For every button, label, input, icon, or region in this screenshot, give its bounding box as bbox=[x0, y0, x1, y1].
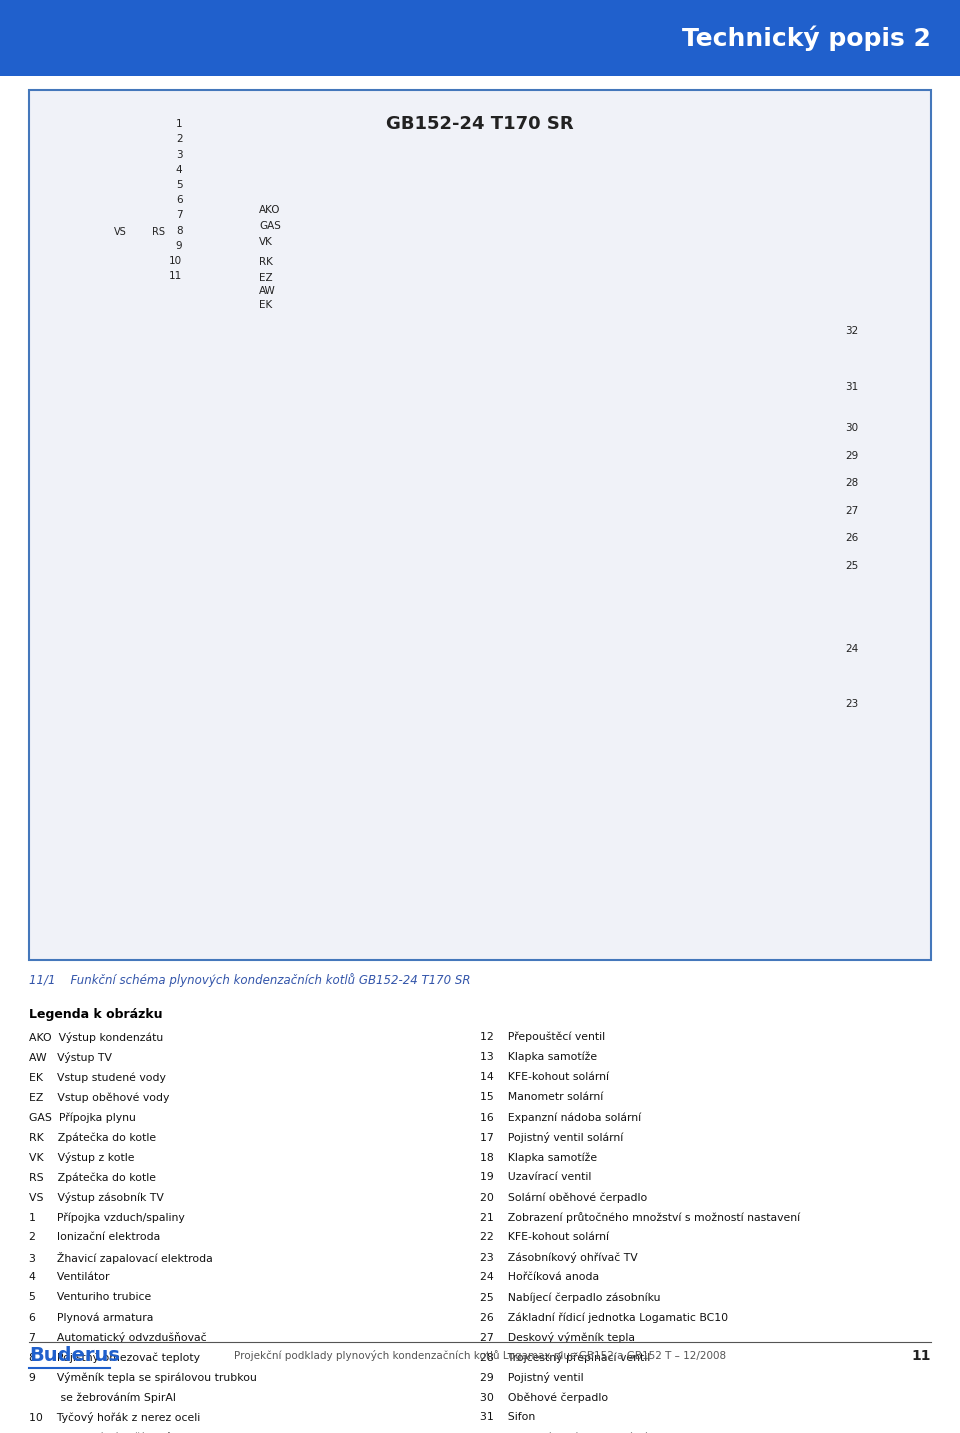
Text: EK    Vstup studené vody: EK Vstup studené vody bbox=[29, 1072, 166, 1082]
Text: VS    Výstup zásobník TV: VS Výstup zásobník TV bbox=[29, 1192, 163, 1204]
Text: VK: VK bbox=[259, 236, 273, 246]
Text: AKO  Výstup kondenzátu: AKO Výstup kondenzátu bbox=[29, 1032, 163, 1043]
Text: 4      Ventilátor: 4 Ventilátor bbox=[29, 1273, 109, 1283]
Text: 2: 2 bbox=[176, 135, 182, 145]
Text: 2      Ionizační elektroda: 2 Ionizační elektroda bbox=[29, 1232, 160, 1242]
FancyBboxPatch shape bbox=[29, 90, 931, 960]
Text: VS: VS bbox=[113, 226, 127, 236]
Text: 6      Plynová armatura: 6 Plynová armatura bbox=[29, 1313, 154, 1323]
Text: AKO: AKO bbox=[259, 205, 280, 215]
Text: 19    Uzavírací ventil: 19 Uzavírací ventil bbox=[480, 1172, 591, 1182]
Text: 29: 29 bbox=[845, 450, 858, 460]
Text: 25: 25 bbox=[845, 562, 858, 572]
Text: 26: 26 bbox=[845, 533, 858, 543]
Text: 10: 10 bbox=[169, 257, 182, 267]
Text: 9      Výměník tepla se spirálovou trubkou: 9 Výměník tepla se spirálovou trubkou bbox=[29, 1373, 256, 1383]
Text: 12    Přepouštěcí ventil: 12 Přepouštěcí ventil bbox=[480, 1032, 605, 1042]
Text: Projekční podklady plynových kondenzačních kotlů Logamax plus GB152 a GB152 T – : Projekční podklady plynových kondenzační… bbox=[234, 1350, 726, 1361]
Text: Technický popis 2: Technický popis 2 bbox=[683, 26, 931, 50]
Text: 28: 28 bbox=[845, 479, 858, 489]
Text: 7: 7 bbox=[176, 211, 182, 221]
Text: Buderus: Buderus bbox=[29, 1347, 120, 1366]
Text: 16    Expanzní nádoba solární: 16 Expanzní nádoba solární bbox=[480, 1112, 641, 1122]
Text: 27: 27 bbox=[845, 506, 858, 516]
Text: 26    Základní řídicí jednotka Logamatic BC10: 26 Základní řídicí jednotka Logamatic BC… bbox=[480, 1313, 728, 1323]
Text: 30: 30 bbox=[845, 423, 858, 433]
Text: GAS: GAS bbox=[259, 222, 281, 232]
Text: 8      Pojistný omezovač teploty: 8 Pojistný omezovač teploty bbox=[29, 1353, 200, 1363]
Text: 8: 8 bbox=[176, 225, 182, 235]
Text: RS: RS bbox=[152, 226, 165, 236]
Text: se žebrováním SpirAl: se žebrováním SpirAl bbox=[29, 1393, 176, 1403]
Text: 27    Deskový výměník tepla: 27 Deskový výměník tepla bbox=[480, 1333, 635, 1343]
Text: 23: 23 bbox=[845, 699, 858, 709]
Text: 31: 31 bbox=[845, 381, 858, 391]
Text: 1      Přípojka vzduch/spaliny: 1 Přípojka vzduch/spaliny bbox=[29, 1212, 184, 1222]
Text: RK    Zpátečka do kotle: RK Zpátečka do kotle bbox=[29, 1132, 156, 1142]
Text: 14    KFE-kohout solární: 14 KFE-kohout solární bbox=[480, 1072, 609, 1082]
Text: 1: 1 bbox=[176, 119, 182, 129]
Text: 18    Klapka samotíže: 18 Klapka samotíže bbox=[480, 1152, 597, 1162]
Text: RS    Zpátečka do kotle: RS Zpátečka do kotle bbox=[29, 1172, 156, 1182]
FancyBboxPatch shape bbox=[0, 0, 960, 76]
Text: AW: AW bbox=[259, 287, 276, 297]
Text: EK: EK bbox=[259, 299, 273, 310]
Text: 6: 6 bbox=[176, 195, 182, 205]
Text: Legenda k obrázku: Legenda k obrázku bbox=[29, 1007, 162, 1020]
Text: 20    Solární oběhové čerpadlo: 20 Solární oběhové čerpadlo bbox=[480, 1192, 647, 1202]
Text: 11: 11 bbox=[912, 1348, 931, 1363]
Text: 5: 5 bbox=[176, 181, 182, 191]
Text: GAS  Přípojka plynu: GAS Přípojka plynu bbox=[29, 1112, 135, 1122]
Text: VK    Výstup z kotle: VK Výstup z kotle bbox=[29, 1152, 134, 1164]
Text: 29    Pojistný ventil: 29 Pojistný ventil bbox=[480, 1373, 584, 1383]
Text: AW   Výstup TV: AW Výstup TV bbox=[29, 1052, 111, 1063]
Text: 21    Zobrazení průtočného množství s možností nastavení: 21 Zobrazení průtočného množství s možno… bbox=[480, 1212, 800, 1222]
Text: EZ    Vstup oběhové vody: EZ Vstup oběhové vody bbox=[29, 1092, 169, 1102]
Text: 23    Zásobníkový ohřívač TV: 23 Zásobníkový ohřívač TV bbox=[480, 1252, 637, 1262]
Text: 15    Manometr solární: 15 Manometr solární bbox=[480, 1092, 603, 1102]
Text: 24    Hořčíková anoda: 24 Hořčíková anoda bbox=[480, 1273, 599, 1283]
Text: GB152-24 T170 SR: GB152-24 T170 SR bbox=[386, 115, 574, 133]
Text: 3      Žhavicí zapalovací elektroda: 3 Žhavicí zapalovací elektroda bbox=[29, 1252, 212, 1264]
Text: 9: 9 bbox=[176, 241, 182, 251]
Text: 17    Pojistný ventil solární: 17 Pojistný ventil solární bbox=[480, 1132, 623, 1144]
Text: 30    Oběhové čerpadlo: 30 Oběhové čerpadlo bbox=[480, 1393, 608, 1403]
Text: 10    Tyčový hořák z nerez oceli: 10 Tyčový hořák z nerez oceli bbox=[29, 1413, 200, 1423]
Text: 7      Automatický odvzdušňovač: 7 Automatický odvzdušňovač bbox=[29, 1333, 206, 1343]
Text: 24: 24 bbox=[845, 643, 858, 653]
Text: 4: 4 bbox=[176, 165, 182, 175]
Text: 5      Venturiho trubice: 5 Venturiho trubice bbox=[29, 1293, 151, 1303]
Text: 22    KFE-kohout solární: 22 KFE-kohout solární bbox=[480, 1232, 609, 1242]
Text: RK: RK bbox=[259, 258, 273, 268]
Text: 11/1    Funkční schéma plynových kondenzačních kotlů GB152-24 T170 SR: 11/1 Funkční schéma plynových kondenzačn… bbox=[29, 973, 470, 987]
Text: 28    Trojcestný přepínací ventil: 28 Trojcestný přepínací ventil bbox=[480, 1353, 650, 1363]
Text: 31    Sifon: 31 Sifon bbox=[480, 1413, 536, 1423]
Text: 13    Klapka samotíže: 13 Klapka samotíže bbox=[480, 1052, 597, 1062]
Text: 32: 32 bbox=[845, 327, 858, 337]
Text: 11: 11 bbox=[169, 271, 182, 281]
Text: 25    Nabíjecí čerpadlo zásobníku: 25 Nabíjecí čerpadlo zásobníku bbox=[480, 1293, 660, 1303]
Text: 3: 3 bbox=[176, 149, 182, 159]
Text: EZ: EZ bbox=[259, 272, 273, 282]
